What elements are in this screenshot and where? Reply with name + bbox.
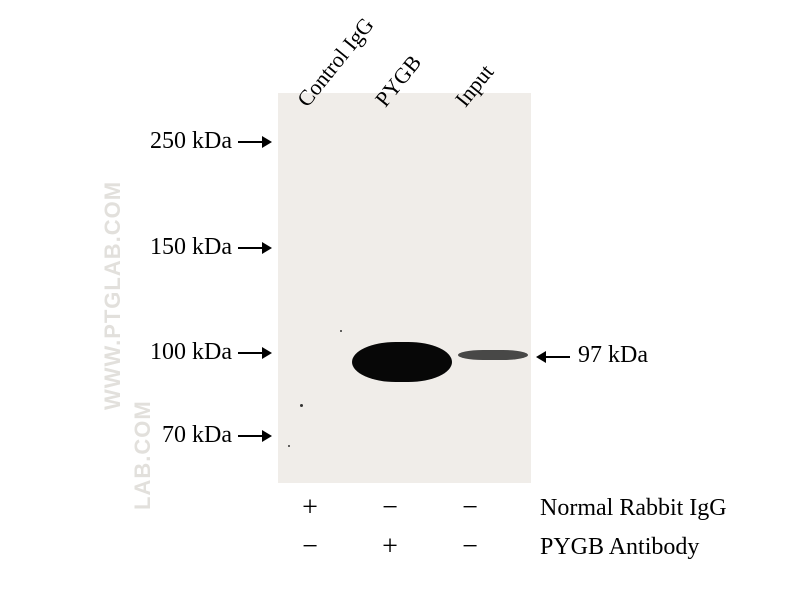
marker-250kda: 250 kDa — [150, 128, 232, 155]
condition-label-pygb-antibody: PYGB Antibody — [540, 534, 699, 561]
arrow-icon — [238, 141, 270, 143]
condition-sign: − — [450, 531, 490, 563]
condition-sign: + — [370, 531, 410, 563]
arrow-icon — [238, 247, 270, 249]
watermark-text-2: LAB.COM — [130, 400, 156, 510]
band-input-lane — [458, 350, 528, 360]
speckle — [288, 445, 290, 447]
blot-membrane — [278, 93, 531, 483]
condition-label-normal-rabbit-igg: Normal Rabbit IgG — [540, 495, 727, 522]
condition-sign: + — [290, 492, 330, 524]
marker-150kda: 150 kDa — [150, 234, 232, 261]
band-pygb-lane — [352, 342, 452, 382]
condition-sign: − — [370, 492, 410, 524]
speckle — [300, 404, 303, 407]
marker-70kda: 70 kDa — [162, 422, 232, 449]
arrow-icon — [538, 356, 570, 358]
detected-band-label: 97 kDa — [578, 342, 648, 369]
arrow-icon — [238, 352, 270, 354]
figure-container: WWW.PTGLAB.COM LAB.COM Control IgG PYGB … — [0, 0, 800, 600]
marker-100kda: 100 kDa — [150, 339, 232, 366]
arrow-icon — [238, 435, 270, 437]
watermark-text: WWW.PTGLAB.COM — [100, 181, 126, 410]
speckle — [340, 330, 342, 332]
condition-sign: − — [290, 531, 330, 563]
condition-sign: − — [450, 492, 490, 524]
